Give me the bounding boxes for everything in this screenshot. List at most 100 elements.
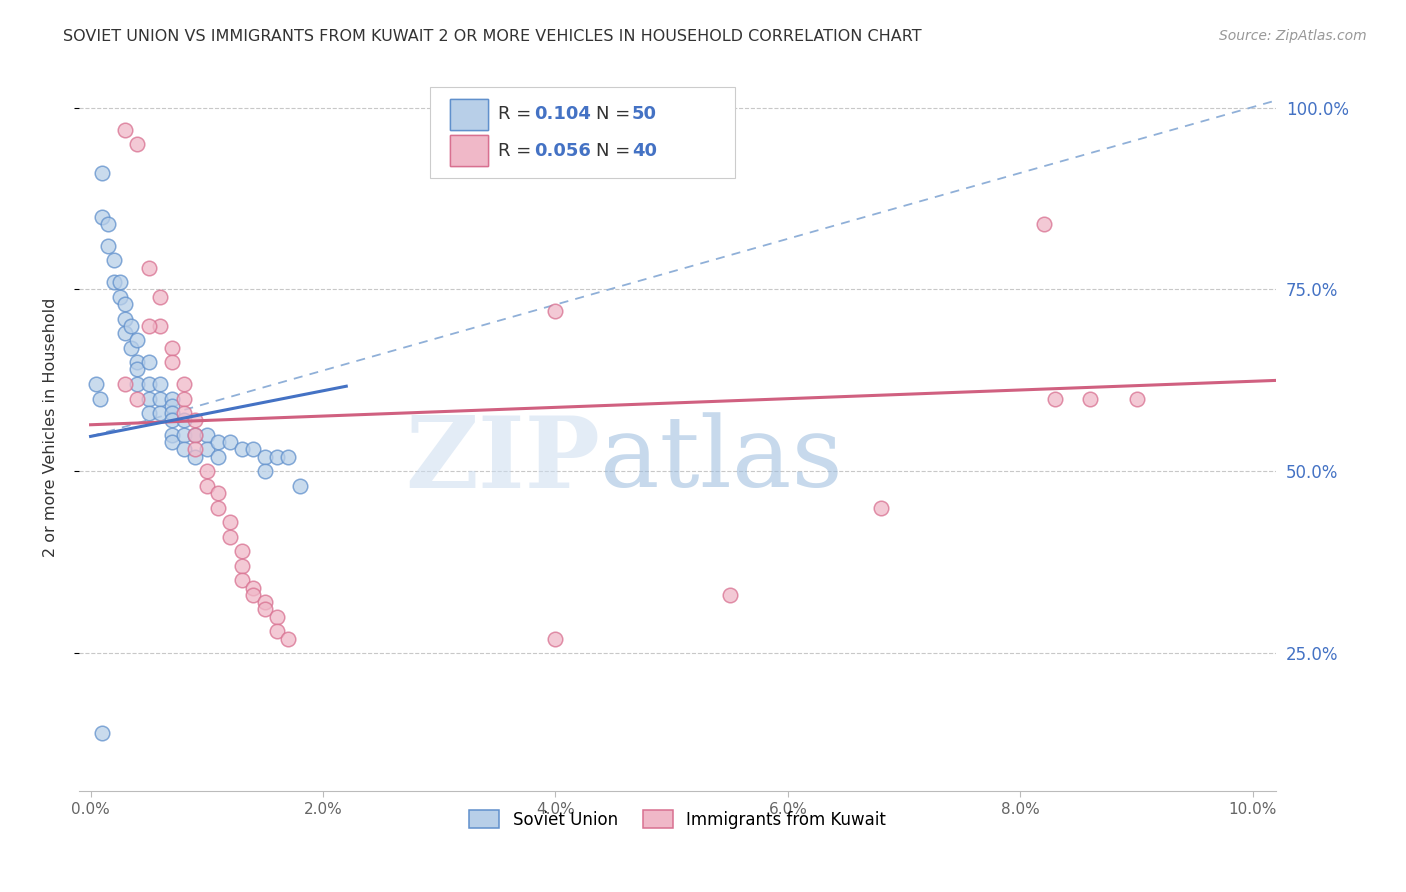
Point <box>231 544 253 558</box>
Text: N =: N = <box>596 142 636 160</box>
Point <box>97 239 120 253</box>
Point <box>277 450 299 464</box>
Point <box>173 413 195 427</box>
FancyBboxPatch shape <box>430 87 735 178</box>
FancyBboxPatch shape <box>450 136 488 166</box>
Point <box>125 392 148 406</box>
Point <box>149 318 172 333</box>
Point <box>266 624 288 639</box>
Point <box>219 515 242 529</box>
Point <box>870 500 893 515</box>
Y-axis label: 2 or more Vehicles in Household: 2 or more Vehicles in Household <box>44 298 58 558</box>
Point <box>103 253 125 268</box>
Point <box>160 341 183 355</box>
Point <box>207 435 229 450</box>
Point <box>253 464 276 478</box>
Point <box>207 500 229 515</box>
Point <box>219 435 242 450</box>
Text: 0.104: 0.104 <box>534 105 591 123</box>
Point <box>173 442 195 457</box>
Point <box>160 413 183 427</box>
Text: atlas: atlas <box>600 412 842 508</box>
Point <box>219 530 242 544</box>
Point <box>231 574 253 588</box>
Point <box>125 136 148 151</box>
Point <box>120 318 142 333</box>
Point <box>231 558 253 573</box>
Point <box>207 450 229 464</box>
Point <box>266 609 288 624</box>
Point <box>184 442 207 457</box>
Point <box>149 377 172 392</box>
Point <box>1125 392 1147 406</box>
Point <box>108 275 131 289</box>
Point <box>1032 217 1054 231</box>
Text: 0.056: 0.056 <box>534 142 591 160</box>
Point <box>173 377 195 392</box>
Point <box>231 442 253 457</box>
Point <box>195 479 218 493</box>
Point <box>125 362 148 376</box>
Point <box>277 632 299 646</box>
Text: 50: 50 <box>633 105 657 123</box>
Point <box>125 377 148 392</box>
Point <box>173 392 195 406</box>
Point <box>114 377 136 392</box>
Point <box>160 399 183 413</box>
Point <box>173 406 195 420</box>
Point <box>97 217 120 231</box>
Point <box>718 588 741 602</box>
Text: R =: R = <box>498 142 537 160</box>
Point <box>138 260 160 275</box>
FancyBboxPatch shape <box>450 99 488 129</box>
Point <box>253 595 276 609</box>
Point <box>114 297 136 311</box>
Point <box>114 122 136 136</box>
Text: Source: ZipAtlas.com: Source: ZipAtlas.com <box>1219 29 1367 43</box>
Point <box>89 392 111 406</box>
Point <box>184 413 207 427</box>
Point <box>160 392 183 406</box>
Point <box>1045 392 1067 406</box>
Point <box>149 406 172 420</box>
Point <box>160 435 183 450</box>
Point <box>207 486 229 500</box>
Point <box>149 290 172 304</box>
Point <box>242 442 264 457</box>
Point <box>103 275 125 289</box>
Point <box>108 290 131 304</box>
Text: N =: N = <box>596 105 636 123</box>
Point <box>195 464 218 478</box>
Point <box>114 326 136 340</box>
Point <box>91 210 114 224</box>
Point <box>266 450 288 464</box>
Point <box>138 406 160 420</box>
Point <box>1078 392 1101 406</box>
Text: R =: R = <box>498 105 537 123</box>
Point <box>195 442 218 457</box>
Point <box>242 581 264 595</box>
Text: SOVIET UNION VS IMMIGRANTS FROM KUWAIT 2 OR MORE VEHICLES IN HOUSEHOLD CORRELATI: SOVIET UNION VS IMMIGRANTS FROM KUWAIT 2… <box>63 29 922 44</box>
Point <box>149 392 172 406</box>
Point <box>242 588 264 602</box>
Point <box>184 450 207 464</box>
Point <box>195 428 218 442</box>
Point <box>160 428 183 442</box>
Point <box>160 355 183 369</box>
Point <box>544 632 567 646</box>
Text: ZIP: ZIP <box>405 412 600 509</box>
Point <box>184 428 207 442</box>
Point <box>253 602 276 616</box>
Point <box>288 479 311 493</box>
Point <box>120 341 142 355</box>
Point <box>138 392 160 406</box>
Point <box>114 311 136 326</box>
Text: 40: 40 <box>633 142 657 160</box>
Point <box>253 450 276 464</box>
Point <box>138 318 160 333</box>
Point <box>184 428 207 442</box>
Point <box>125 334 148 348</box>
Point <box>125 355 148 369</box>
Point <box>160 406 183 420</box>
Point <box>173 428 195 442</box>
